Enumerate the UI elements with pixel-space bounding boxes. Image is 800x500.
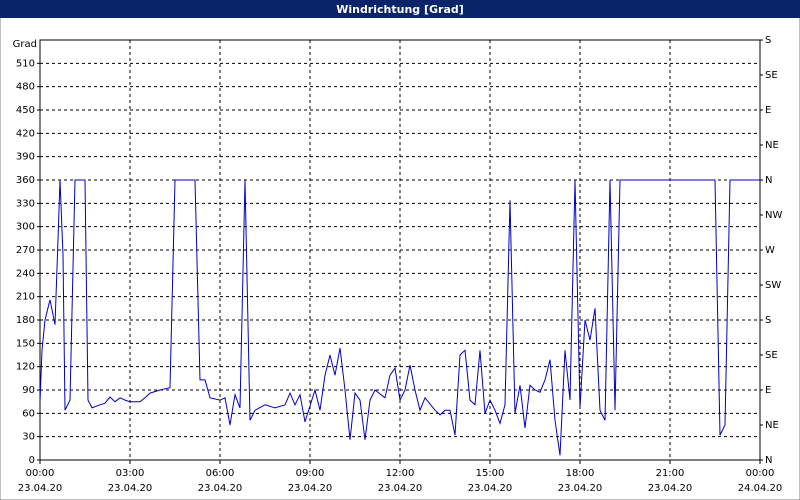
x-tick-date: 23.04.20 bbox=[288, 483, 333, 494]
y-axis-label: Grad bbox=[13, 39, 37, 50]
x-tick-date: 24.04.20 bbox=[738, 483, 783, 494]
y2-tick-label: SE bbox=[765, 350, 778, 361]
y2-tick-label: SE bbox=[765, 70, 778, 81]
x-tick-time: 00:00 bbox=[26, 468, 55, 479]
y2-tick-label: W bbox=[765, 245, 775, 256]
x-tick-time: 15:00 bbox=[476, 468, 505, 479]
y2-tick-label: E bbox=[765, 385, 771, 396]
y-tick-label: 360 bbox=[16, 175, 35, 186]
y-tick-label: 30 bbox=[22, 432, 35, 443]
x-tick-date: 23.04.20 bbox=[108, 483, 153, 494]
y-tick-label: 270 bbox=[16, 245, 35, 256]
x-tick-time: 00:00 bbox=[746, 468, 775, 479]
y2-tick-label: NE bbox=[765, 140, 779, 151]
x-tick-time: 03:00 bbox=[116, 468, 145, 479]
x-tick-time: 09:00 bbox=[296, 468, 325, 479]
x-tick-date: 23.04.20 bbox=[558, 483, 603, 494]
y-tick-label: 150 bbox=[16, 338, 35, 349]
y-tick-label: 420 bbox=[16, 128, 35, 139]
chart-title: Windrichtung [Grad] bbox=[336, 3, 464, 16]
x-tick-date: 23.04.20 bbox=[468, 483, 513, 494]
x-tick-date: 23.04.20 bbox=[198, 483, 243, 494]
y-tick-label: 390 bbox=[16, 152, 35, 163]
y-tick-label: 60 bbox=[22, 408, 35, 419]
y2-tick-label: NE bbox=[765, 420, 779, 431]
x-tick-date: 23.04.20 bbox=[378, 483, 423, 494]
x-tick-time: 21:00 bbox=[656, 468, 685, 479]
y-tick-label: 450 bbox=[16, 105, 35, 116]
title-bar bbox=[0, 0, 800, 18]
x-tick-date: 23.04.20 bbox=[648, 483, 693, 494]
y-tick-label: 510 bbox=[16, 58, 35, 69]
y2-tick-label: SW bbox=[765, 280, 781, 291]
y-tick-label: 330 bbox=[16, 198, 35, 209]
y2-tick-label: S bbox=[765, 35, 771, 46]
y-tick-label: 210 bbox=[16, 292, 35, 303]
y2-tick-label: N bbox=[765, 455, 772, 466]
y-tick-label: 90 bbox=[22, 385, 35, 396]
y2-tick-label: S bbox=[765, 315, 771, 326]
y-tick-label: 120 bbox=[16, 362, 35, 373]
x-tick-time: 06:00 bbox=[206, 468, 235, 479]
y-tick-label: 0 bbox=[29, 455, 35, 466]
x-tick-time: 12:00 bbox=[386, 468, 415, 479]
y2-tick-label: NW bbox=[765, 210, 782, 221]
x-tick-time: 18:00 bbox=[566, 468, 595, 479]
y-tick-label: 300 bbox=[16, 222, 35, 233]
y-tick-label: 240 bbox=[16, 268, 35, 279]
y2-tick-label: E bbox=[765, 105, 771, 116]
y-tick-label: 180 bbox=[16, 315, 35, 326]
y2-tick-label: N bbox=[765, 175, 772, 186]
y-tick-label: 480 bbox=[16, 82, 35, 93]
data-line bbox=[39, 179, 760, 456]
x-tick-date: 23.04.20 bbox=[18, 483, 63, 494]
